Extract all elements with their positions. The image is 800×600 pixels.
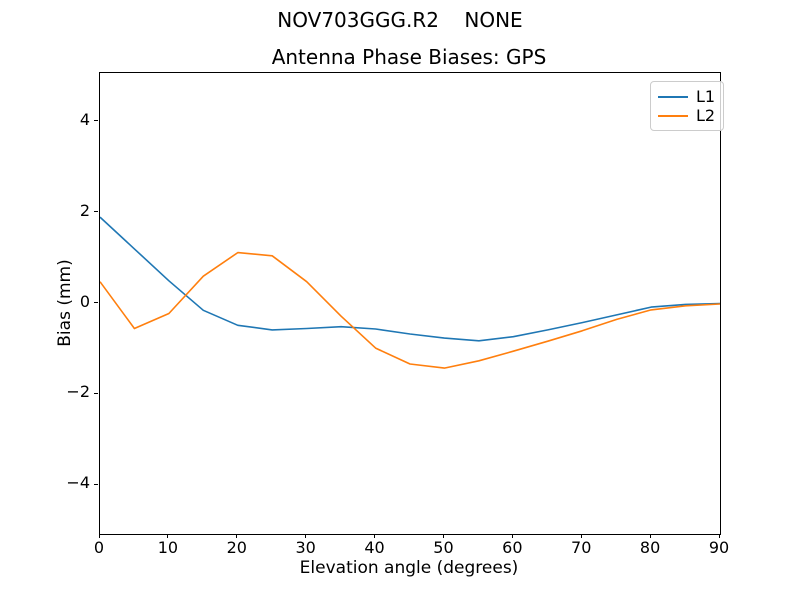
y-tick-label: 2 bbox=[79, 200, 90, 220]
x-tick bbox=[649, 534, 651, 538]
legend-label: L2 bbox=[696, 106, 716, 125]
x-tick-label: 30 bbox=[295, 538, 316, 557]
x-tick-label: 40 bbox=[364, 538, 385, 557]
y-tick bbox=[94, 483, 98, 485]
legend-item-L1: L1 bbox=[658, 87, 715, 106]
x-tick bbox=[374, 534, 376, 538]
x-tick-label: 20 bbox=[226, 538, 247, 557]
figure-suptitle: NOV703GGG.R2 NONE bbox=[277, 8, 523, 32]
x-axis-label: Elevation angle (degrees) bbox=[299, 558, 519, 578]
x-tick bbox=[580, 534, 582, 538]
x-tick bbox=[305, 534, 307, 538]
x-tick-label: 70 bbox=[571, 538, 592, 557]
y-tick bbox=[94, 302, 98, 303]
x-tick-label: 60 bbox=[502, 538, 523, 557]
y-axis-label: Bias (mm) bbox=[55, 259, 75, 347]
legend: L1 L2 bbox=[650, 81, 725, 131]
x-tick bbox=[167, 534, 169, 538]
x-tick bbox=[511, 534, 513, 538]
y-tick bbox=[94, 120, 98, 122]
x-tick-label: 10 bbox=[157, 538, 179, 557]
x-tick-label: 80 bbox=[639, 538, 661, 557]
y-tick bbox=[94, 392, 98, 394]
series-line-L1 bbox=[100, 216, 720, 342]
x-tick-label: 50 bbox=[433, 538, 454, 557]
x-tick-label: 90 bbox=[708, 538, 730, 557]
x-tick bbox=[98, 534, 100, 538]
legend-line-swatch-L2 bbox=[658, 114, 688, 117]
y-tick bbox=[94, 211, 98, 213]
y-tick-label: 0 bbox=[79, 291, 90, 311]
series-line-L2 bbox=[100, 251, 720, 369]
legend-item-L2: L2 bbox=[658, 106, 715, 125]
chart-canvas bbox=[100, 216, 720, 369]
legend-label: L1 bbox=[696, 87, 716, 106]
y-tick-label: −2 bbox=[66, 382, 90, 402]
x-tick bbox=[718, 534, 720, 538]
x-tick bbox=[442, 534, 444, 538]
x-tick bbox=[236, 534, 238, 538]
axes-title: Antenna Phase Biases: GPS bbox=[271, 45, 547, 69]
y-tick-label: −4 bbox=[66, 473, 90, 493]
y-tick-label: 4 bbox=[79, 109, 90, 129]
legend-line-swatch-L1 bbox=[658, 95, 688, 98]
x-tick-label: 0 bbox=[93, 538, 105, 557]
plot-area: L1 L2 bbox=[99, 72, 725, 535]
